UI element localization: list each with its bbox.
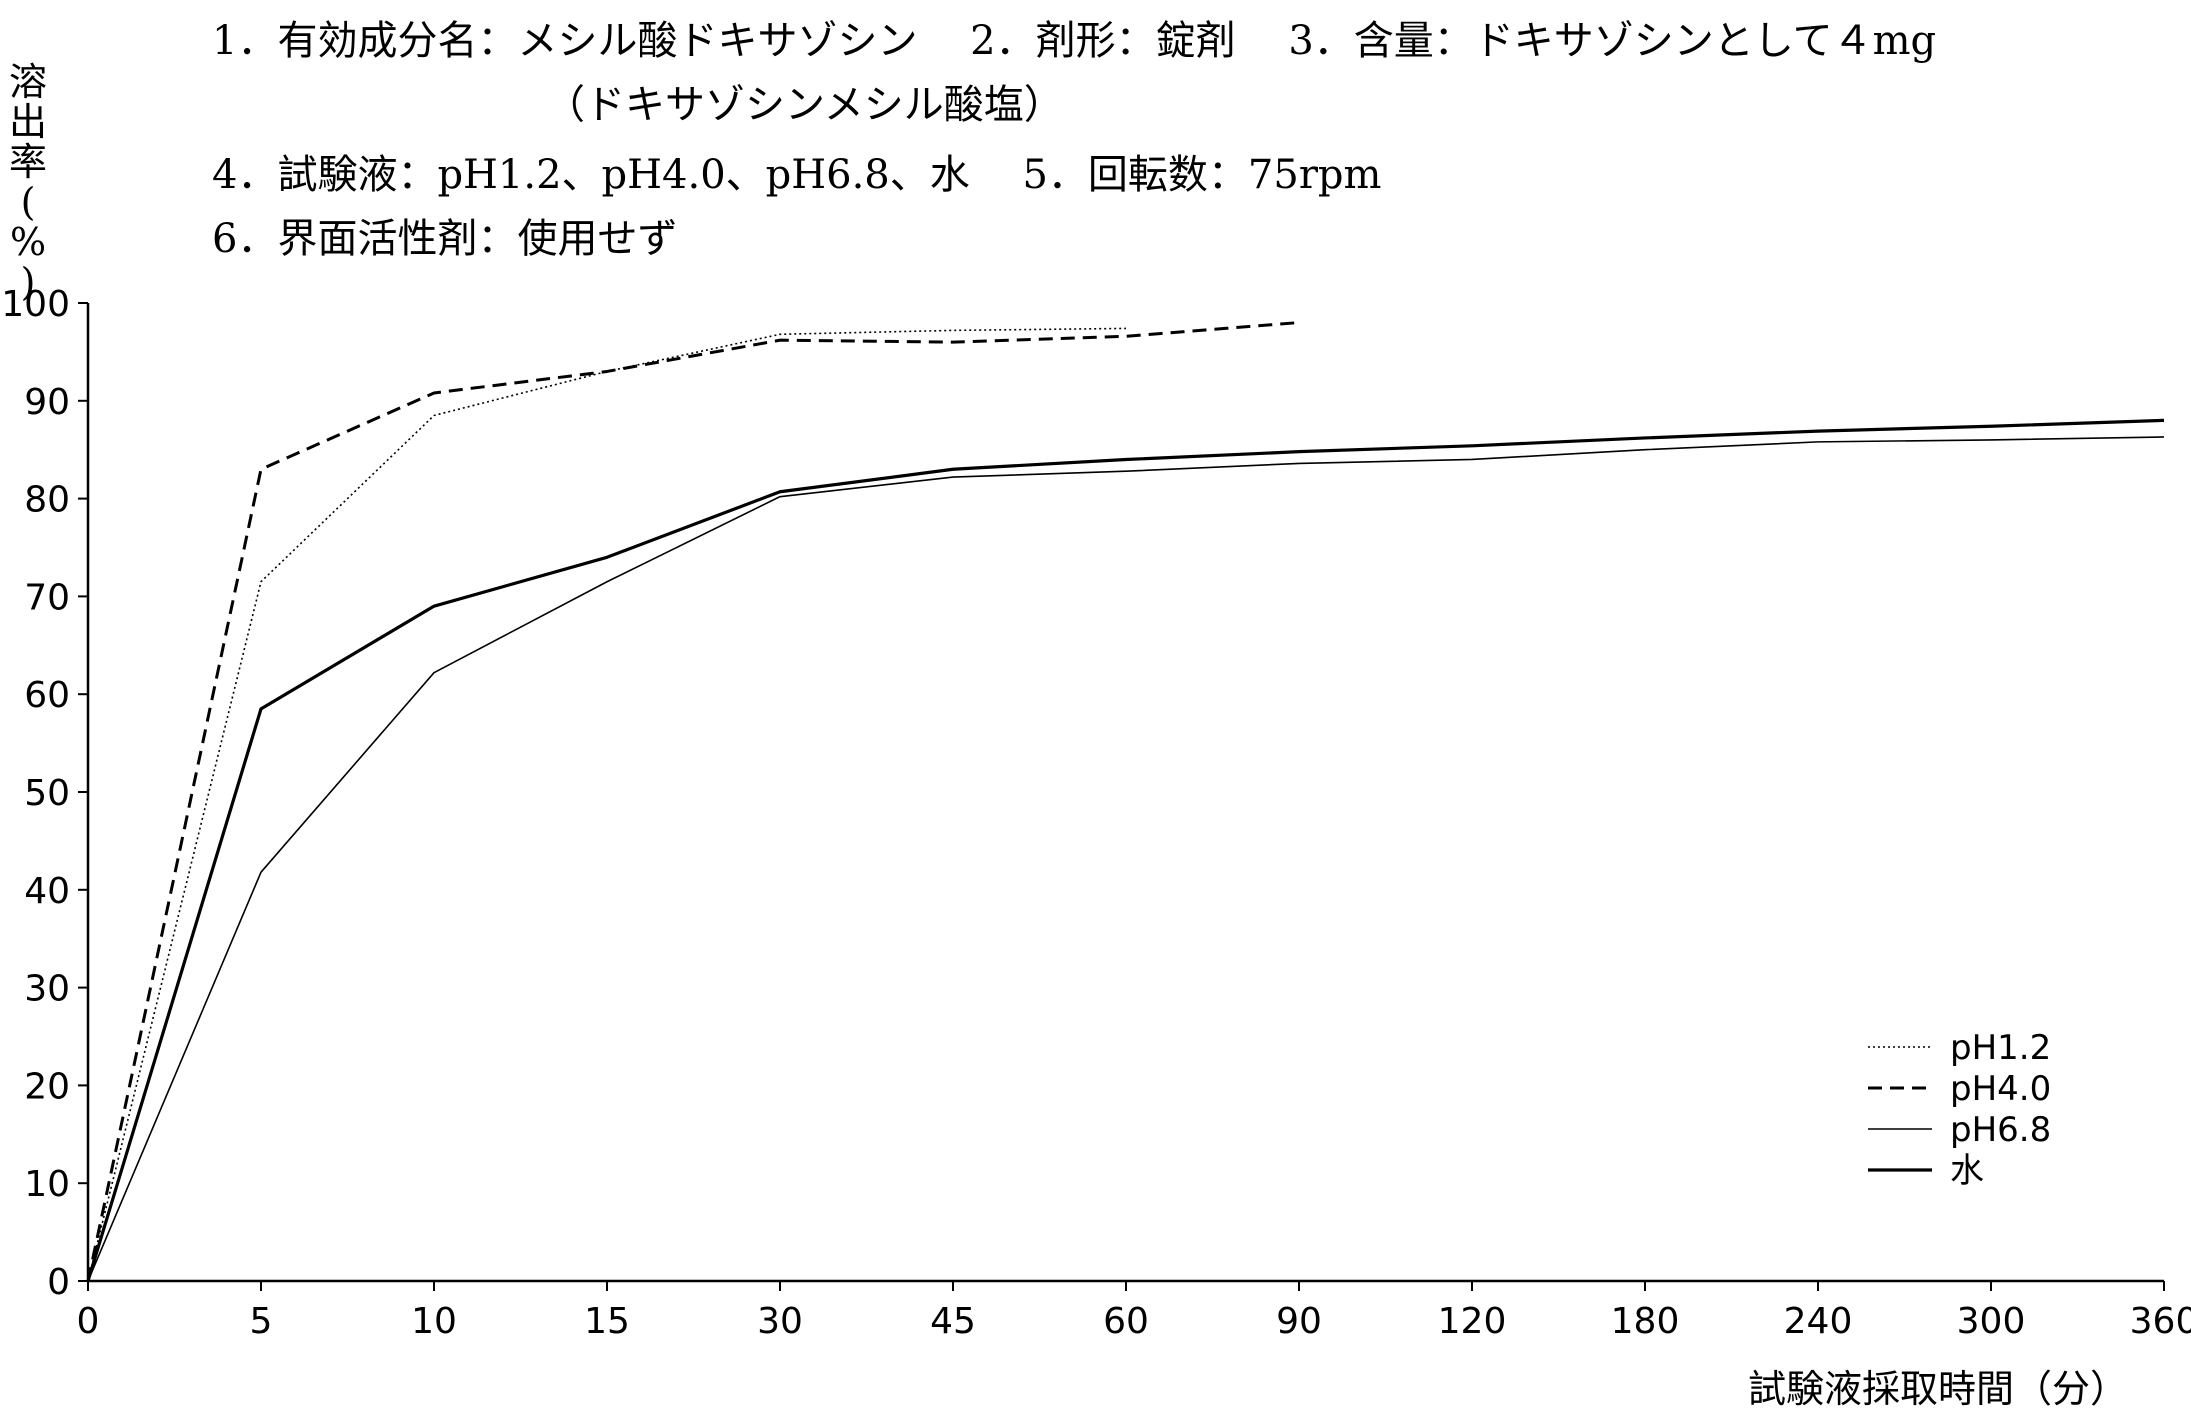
y-tick-label: 50 — [24, 773, 70, 814]
y-tick-label: 90 — [24, 382, 70, 423]
x-axis-ticks: 0 5 10 15 30 45 60 90 120 180 240 300 360 — [77, 1281, 2191, 1342]
legend-label: pH6.8 — [1950, 1110, 2051, 1150]
y-tick-label: 30 — [24, 969, 70, 1010]
x-tick-label: 60 — [1103, 1301, 1149, 1342]
legend-label: pH1.2 — [1950, 1028, 2051, 1068]
series-line-3 — [87, 436, 2165, 1282]
test-conditions-line-2: （ドキサゾシンメシル酸塩） — [545, 82, 1064, 128]
y-axis-label-char: ( — [20, 180, 36, 224]
y-tick-label: 0 — [47, 1262, 70, 1303]
y-tick-label: 100 — [1, 284, 70, 325]
x-axis-label: 試験液採取時間（分） — [1748, 1367, 2128, 1411]
y-axis-label-char: ) — [20, 260, 36, 304]
y-tick-label: 40 — [24, 871, 70, 912]
legend-label: 水 — [1950, 1151, 1984, 1191]
x-tick-label: 90 — [1276, 1301, 1322, 1342]
y-axis-ticks: 0 10 20 30 40 50 60 70 80 90 100 — [1, 284, 88, 1303]
y-tick-label: 20 — [24, 1066, 70, 1107]
series-line-2 — [86, 321, 1300, 1282]
x-tick-label: 30 — [757, 1301, 803, 1342]
y-tick-label: 80 — [24, 480, 70, 521]
x-tick-label: 5 — [250, 1301, 273, 1342]
y-tick-label: 60 — [24, 675, 70, 716]
y-tick-label: 10 — [24, 1164, 70, 1205]
chart-series — [86, 321, 2165, 1282]
test-conditions-line-3: 4．試験液：pH1.2、pH4.0、pH6.8、水 5．回転数：75rpm — [212, 152, 1382, 198]
x-tick-label: 360 — [2130, 1301, 2191, 1342]
test-conditions-line-4: 6．界面活性剤：使用せず — [212, 216, 678, 262]
x-tick-label: 180 — [1611, 1301, 1680, 1342]
x-tick-label: 45 — [930, 1301, 976, 1342]
legend-label: pH4.0 — [1950, 1069, 2051, 1109]
y-axis-label-char: % — [9, 220, 47, 264]
x-tick-label: 15 — [584, 1301, 630, 1342]
y-axis-label: 溶出率(%) — [8, 62, 48, 302]
x-tick-label: 0 — [77, 1301, 100, 1342]
series-line-4 — [86, 418, 2165, 1282]
y-axis-label-char: 溶 — [8, 60, 47, 104]
y-tick-label: 70 — [24, 577, 70, 618]
x-tick-label: 300 — [1957, 1301, 2026, 1342]
x-tick-label: 120 — [1438, 1301, 1507, 1342]
x-tick-label: 10 — [411, 1301, 457, 1342]
y-axis-label-char: 出 — [8, 100, 47, 144]
test-conditions-line-1: 1．有効成分名：メシル酸ドキサゾシン 2．剤形：錠剤 3．含量：ドキサゾシンとし… — [212, 18, 1937, 64]
y-axis-label-char: 率 — [8, 140, 47, 184]
x-tick-label: 240 — [1784, 1301, 1853, 1342]
series-line-1 — [87, 327, 1127, 1282]
